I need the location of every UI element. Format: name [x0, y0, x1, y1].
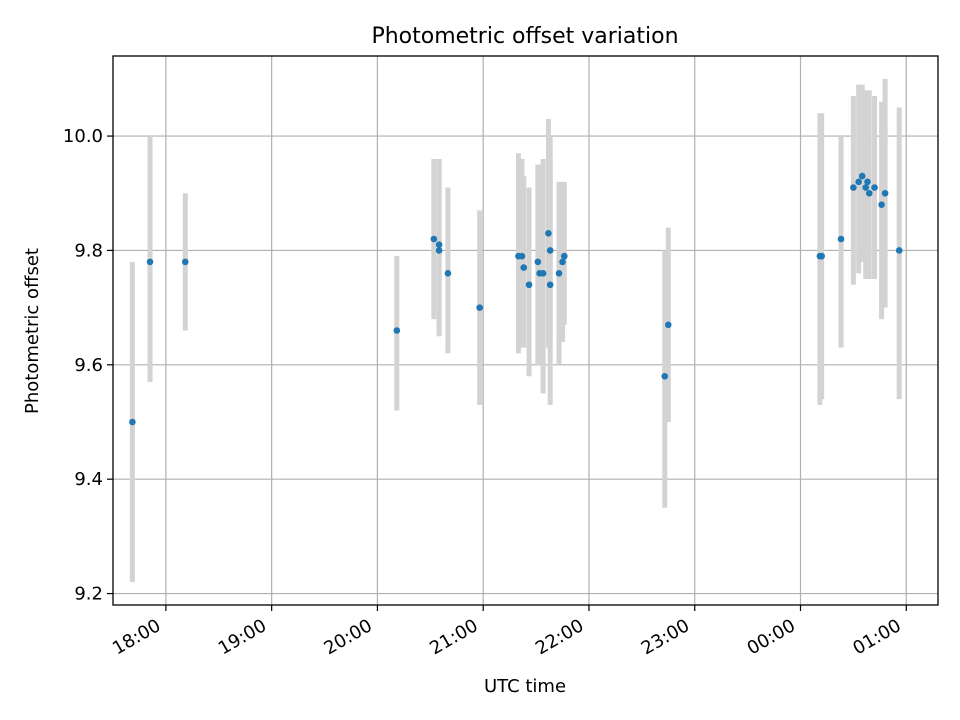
data-point — [878, 201, 885, 208]
y-tick-label: 9.2 — [74, 584, 103, 605]
data-point — [539, 270, 547, 277]
data-point — [435, 241, 443, 249]
grid-lines — [113, 56, 938, 605]
error-bars — [129, 78, 902, 583]
data-point — [545, 229, 552, 237]
data-point — [546, 247, 554, 254]
x-tick-label: 21:00 — [426, 615, 481, 659]
data-point — [534, 258, 542, 266]
x-tick-label: 23:00 — [638, 615, 693, 659]
x-tick-label: 00:00 — [744, 615, 799, 659]
y-tick-label: 9.6 — [74, 355, 103, 376]
data-point — [444, 270, 452, 277]
data-point — [837, 235, 845, 243]
data-points — [129, 172, 903, 426]
data-point — [518, 252, 526, 260]
data-point — [818, 252, 825, 260]
x-tick-label: 19:00 — [215, 615, 270, 659]
axis-ticks: 18:00 19:00 20:00 21:00 22:00 23:00 00:00 01:00… — [63, 126, 907, 659]
data-point — [858, 172, 866, 180]
data-point — [559, 258, 566, 266]
data-point — [181, 258, 189, 266]
data-point — [555, 270, 563, 277]
data-point — [862, 184, 870, 191]
data-point — [865, 189, 873, 197]
data-point — [661, 372, 669, 380]
plot-frame — [112, 55, 939, 606]
y-tick-label: 10.0 — [63, 126, 103, 147]
data-point — [430, 235, 438, 243]
data-point — [871, 184, 878, 191]
data-point — [525, 281, 533, 289]
y-tick-label: 9.8 — [74, 240, 103, 261]
x-tick-label: 22:00 — [532, 615, 587, 659]
x-tick-label: 18:00 — [109, 615, 164, 659]
data-point — [435, 247, 443, 254]
data-point — [520, 264, 528, 271]
data-point — [895, 247, 903, 254]
data-point — [664, 321, 672, 329]
x-tick-label: 20:00 — [320, 615, 375, 659]
data-point — [560, 252, 568, 260]
data-point — [881, 189, 889, 197]
data-point — [864, 178, 871, 186]
data-point — [850, 184, 857, 191]
x-axis-label: UTC time — [484, 676, 566, 697]
x-tick-label: 01:00 — [849, 615, 904, 659]
data-point — [146, 258, 154, 266]
data-point — [546, 281, 554, 289]
data-point — [855, 178, 862, 186]
y-axis-label: Photometric offset — [22, 248, 43, 414]
data-point — [476, 304, 483, 311]
chart-title: Photometric offset variation — [371, 24, 678, 49]
data-point — [393, 327, 401, 334]
y-tick-label: 9.4 — [74, 469, 103, 490]
data-point — [129, 418, 136, 426]
